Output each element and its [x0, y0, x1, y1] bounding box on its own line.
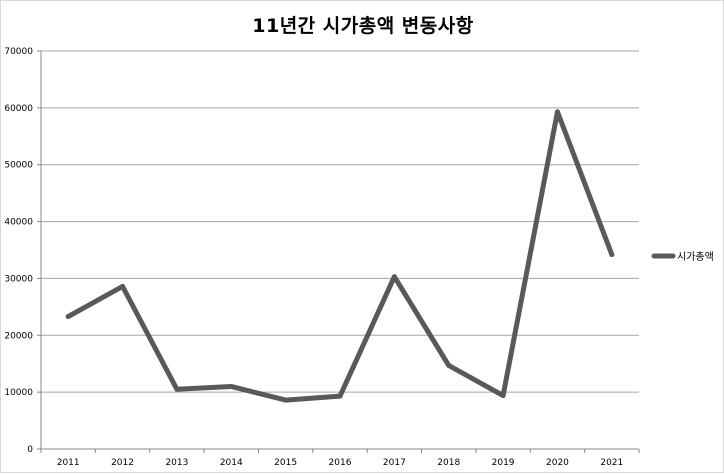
x-tick-label: 2016 [329, 458, 352, 468]
y-tick-label: 40000 [4, 218, 33, 228]
x-tick-label: 2021 [600, 458, 623, 468]
data-point [391, 274, 397, 280]
data-point [65, 314, 71, 320]
y-tick-label: 60000 [4, 104, 33, 114]
data-point [120, 283, 126, 289]
y-tick-label: 30000 [4, 274, 33, 284]
data-point [554, 109, 560, 115]
x-tick-label: 2013 [165, 458, 188, 468]
y-tick-label: 20000 [4, 331, 33, 341]
y-tick-label: 70000 [4, 47, 33, 57]
data-point [500, 393, 506, 399]
y-tick-label: 0 [27, 445, 33, 455]
data-point [446, 362, 452, 368]
data-point [283, 397, 289, 403]
x-tick-label: 2015 [274, 458, 297, 468]
x-tick-label: 2018 [437, 458, 460, 468]
data-point [609, 252, 615, 258]
x-tick-label: 2012 [111, 458, 134, 468]
chart-title: 11년간 시가총액 변동사항 [252, 15, 474, 37]
data-point [228, 383, 234, 389]
series-line [65, 109, 615, 403]
y-tick-label: 50000 [4, 161, 33, 171]
x-tick-label: 2017 [383, 458, 406, 468]
x-tick-label: 2011 [57, 458, 80, 468]
data-point [337, 393, 343, 399]
legend-label: 시가총액 [677, 251, 714, 263]
y-tick-label: 10000 [4, 388, 33, 398]
x-tick-label: 2014 [220, 458, 243, 468]
x-tick-label: 2020 [546, 458, 569, 468]
x-tick-label: 2019 [492, 458, 515, 468]
data-point [174, 386, 180, 392]
